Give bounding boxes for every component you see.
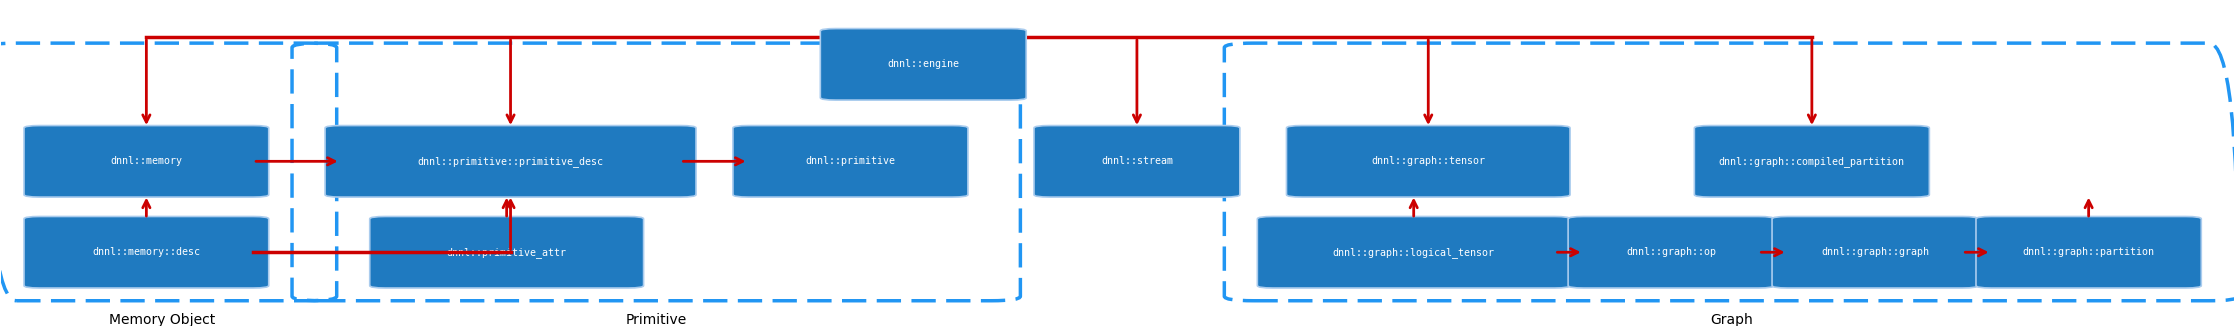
Text: dnnl::primitive: dnnl::primitive [805,156,896,166]
FancyBboxPatch shape [733,126,968,197]
Text: dnnl::engine: dnnl::engine [887,59,959,69]
Text: dnnl::primitive::primitive_desc: dnnl::primitive::primitive_desc [418,156,603,167]
Text: Memory Object: Memory Object [110,313,215,326]
FancyBboxPatch shape [1258,216,1569,288]
Text: dnnl::primitive_attr: dnnl::primitive_attr [447,247,568,258]
Text: dnnl::graph::tensor: dnnl::graph::tensor [1372,156,1486,166]
Text: dnnl::memory::desc: dnnl::memory::desc [92,247,201,257]
Text: dnnl::graph::logical_tensor: dnnl::graph::logical_tensor [1332,247,1495,258]
FancyBboxPatch shape [1569,216,1775,288]
FancyBboxPatch shape [324,126,695,197]
FancyBboxPatch shape [1976,216,2201,288]
FancyBboxPatch shape [25,126,268,197]
Text: Primitive: Primitive [626,313,686,326]
Text: Graph: Graph [1710,313,1752,326]
FancyBboxPatch shape [1694,126,1929,197]
Text: dnnl::graph::op: dnnl::graph::op [1627,247,1716,257]
Text: dnnl::graph::compiled_partition: dnnl::graph::compiled_partition [1719,156,1904,167]
FancyBboxPatch shape [1287,126,1569,197]
FancyBboxPatch shape [25,216,268,288]
Text: dnnl::graph::partition: dnnl::graph::partition [2023,247,2155,257]
FancyBboxPatch shape [1035,126,1240,197]
FancyBboxPatch shape [1772,216,1978,288]
FancyBboxPatch shape [820,29,1026,100]
Text: dnnl::stream: dnnl::stream [1102,156,1173,166]
Text: dnnl::graph::graph: dnnl::graph::graph [1822,247,1929,257]
FancyBboxPatch shape [369,216,644,288]
Text: dnnl::memory: dnnl::memory [110,156,183,166]
